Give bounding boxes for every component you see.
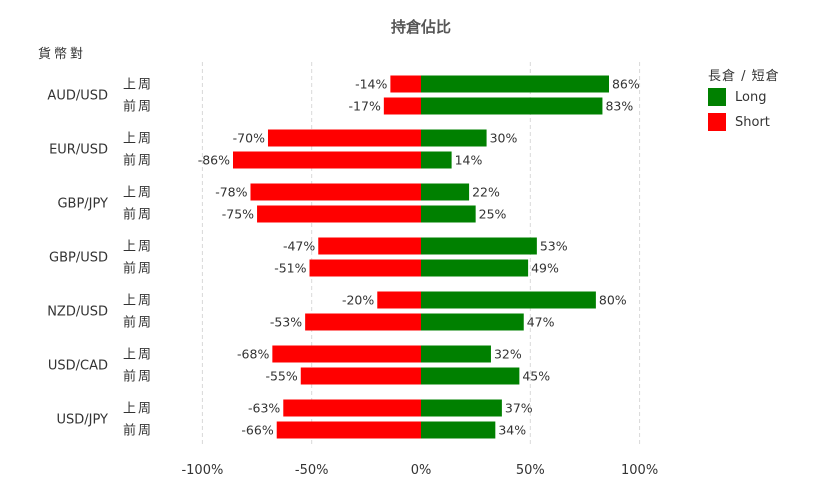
bar-long bbox=[421, 151, 452, 169]
period-label: 上周 bbox=[123, 132, 153, 147]
data-label-short: -53% bbox=[270, 315, 302, 330]
bars bbox=[233, 75, 609, 439]
x-tick-label: 100% bbox=[621, 463, 658, 478]
x-tick-label: 0% bbox=[411, 463, 432, 478]
category-label: USD/CAD bbox=[48, 359, 108, 374]
bar-short bbox=[267, 129, 421, 147]
period-label: 上周 bbox=[123, 294, 153, 309]
data-label-long: 80% bbox=[599, 293, 627, 308]
bar-long bbox=[421, 399, 502, 417]
period-label: 上周 bbox=[123, 78, 153, 93]
data-labels: -14% 86% -17% 83% -70% 30% -86% 14% -78% 22% -75% 2… bbox=[198, 77, 640, 438]
bar-long bbox=[421, 75, 609, 93]
bar-short bbox=[233, 151, 421, 169]
bar-long bbox=[421, 259, 529, 277]
bar-long bbox=[421, 291, 596, 309]
data-label-short: -17% bbox=[349, 99, 381, 114]
bar-short bbox=[309, 259, 421, 277]
data-label-short: -78% bbox=[215, 185, 247, 200]
data-label-short: -55% bbox=[265, 369, 297, 384]
period-label: 上周 bbox=[123, 402, 153, 417]
period-label: 上周 bbox=[123, 240, 153, 255]
data-label-short: -51% bbox=[274, 261, 306, 276]
legend-swatch-short bbox=[708, 113, 726, 131]
period-label: 前周 bbox=[123, 207, 153, 223]
y-axis-group-title: 貨幣對 bbox=[38, 46, 86, 62]
data-label-short: -20% bbox=[342, 293, 374, 308]
data-label-long: 47% bbox=[527, 315, 555, 330]
data-label-short: -86% bbox=[198, 153, 230, 168]
bar-long bbox=[421, 367, 520, 385]
data-label-long: 34% bbox=[498, 423, 526, 438]
data-label-long: 86% bbox=[612, 77, 640, 92]
category-label: AUD/USD bbox=[47, 89, 108, 104]
bar-long bbox=[421, 237, 537, 255]
data-label-long: 83% bbox=[605, 99, 633, 114]
bar-long bbox=[421, 129, 487, 147]
period-label: 上周 bbox=[123, 348, 153, 363]
bar-short bbox=[276, 421, 421, 439]
chart-title: 持倉佔比 bbox=[391, 18, 451, 36]
bar-short bbox=[283, 399, 421, 417]
data-label-long: 45% bbox=[522, 369, 550, 384]
data-label-long: 22% bbox=[472, 185, 500, 200]
bar-long bbox=[421, 97, 603, 115]
bar-short bbox=[305, 313, 421, 331]
period-label: 前周 bbox=[123, 153, 153, 169]
category-label: EUR/USD bbox=[49, 143, 108, 158]
legend-title: 長倉 / 短倉 bbox=[708, 69, 780, 84]
category-label: USD/JPY bbox=[57, 413, 109, 428]
legend-label-short: Short bbox=[735, 115, 770, 130]
data-label-long: 32% bbox=[494, 347, 522, 362]
period-label: 前周 bbox=[123, 99, 153, 115]
bar-long bbox=[421, 183, 470, 201]
x-tick-label: 50% bbox=[516, 463, 545, 478]
bar-short bbox=[377, 291, 421, 309]
bar-short bbox=[250, 183, 421, 201]
bar-short bbox=[300, 367, 421, 385]
data-label-short: -63% bbox=[248, 401, 280, 416]
x-tick-label: -50% bbox=[295, 463, 329, 478]
bar-short bbox=[272, 345, 421, 363]
period-label: 上周 bbox=[123, 186, 153, 201]
data-label-short: -70% bbox=[233, 131, 265, 146]
data-label-long: 37% bbox=[505, 401, 533, 416]
data-label-long: 53% bbox=[540, 239, 568, 254]
data-label-short: -75% bbox=[222, 207, 254, 222]
data-label-long: 14% bbox=[455, 153, 483, 168]
legend-swatch-long bbox=[708, 88, 726, 106]
data-label-short: -66% bbox=[241, 423, 273, 438]
category-label: GBP/USD bbox=[49, 251, 108, 266]
bar-long bbox=[421, 313, 524, 331]
x-tick-label: -100% bbox=[181, 463, 223, 478]
data-label-short: -47% bbox=[283, 239, 315, 254]
bar-short bbox=[257, 205, 421, 223]
data-label-long: 30% bbox=[490, 131, 518, 146]
bar-long bbox=[421, 421, 496, 439]
data-label-long: 49% bbox=[531, 261, 559, 276]
category-label: NZD/USD bbox=[47, 305, 108, 320]
bar-long bbox=[421, 345, 491, 363]
period-label: 前周 bbox=[123, 369, 153, 385]
legend-label-long: Long bbox=[735, 90, 766, 105]
category-label: GBP/JPY bbox=[57, 197, 108, 212]
data-label-short: -68% bbox=[237, 347, 269, 362]
period-label: 前周 bbox=[123, 261, 153, 277]
data-label-long: 25% bbox=[479, 207, 507, 222]
period-label: 前周 bbox=[123, 423, 153, 439]
axes-labels: -100% -50% 0% 50% 100%AUD/USD上周前周EUR/USD上周前周… bbox=[47, 78, 658, 479]
legend: Long Short bbox=[708, 88, 770, 131]
period-label: 前周 bbox=[123, 315, 153, 331]
bar-short bbox=[383, 97, 421, 115]
bar-short bbox=[318, 237, 421, 255]
data-label-short: -14% bbox=[355, 77, 387, 92]
bar-long bbox=[421, 205, 476, 223]
bar-short bbox=[390, 75, 421, 93]
